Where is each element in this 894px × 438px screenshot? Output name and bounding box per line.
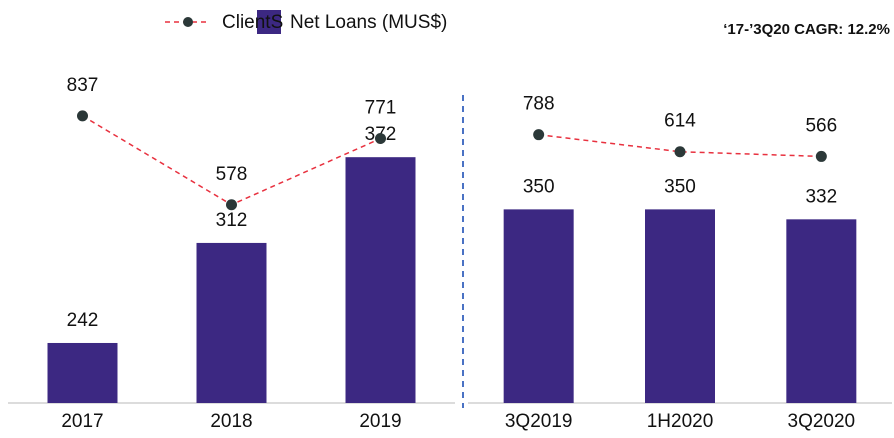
x-tick-label: 2017 [61,411,103,432]
legend-swatch [257,10,281,34]
bar-label: 332 [805,186,837,207]
line-label: 578 [216,164,248,185]
line-marker [815,150,827,162]
bar-label: 350 [664,176,696,197]
line [538,133,822,158]
x-tick-label: 3Q2019 [505,411,573,432]
x-tick-label: 1H2020 [647,411,714,432]
line-marker [226,199,237,211]
bar [645,209,715,403]
bar-label: 350 [523,176,555,197]
line-marker [533,129,545,141]
bar [786,219,857,403]
line-label: 614 [664,111,696,132]
line-label: 837 [67,75,99,96]
line-marker [375,133,386,145]
annotation: ‘17-’3Q20 CAGR: 12.2% [723,21,890,38]
legend-label: ClientS [222,12,283,33]
x-tick-label: 2019 [359,411,401,432]
legend-label: Net Loans (MUS$) [290,12,447,33]
line [82,115,381,206]
bar [196,242,267,403]
bar-label: 242 [67,310,99,331]
bar [47,342,118,403]
legend-marker [183,17,193,27]
line-label: 771 [365,98,397,119]
x-tick-label: 3Q2020 [788,411,856,432]
bar [503,209,574,403]
x-tick-label: 2018 [210,411,252,432]
bar [345,157,416,403]
line-marker [674,146,686,158]
line-marker [77,110,88,122]
line-label: 788 [523,94,555,115]
line-label: 566 [805,115,837,136]
bar-label: 312 [216,210,248,231]
